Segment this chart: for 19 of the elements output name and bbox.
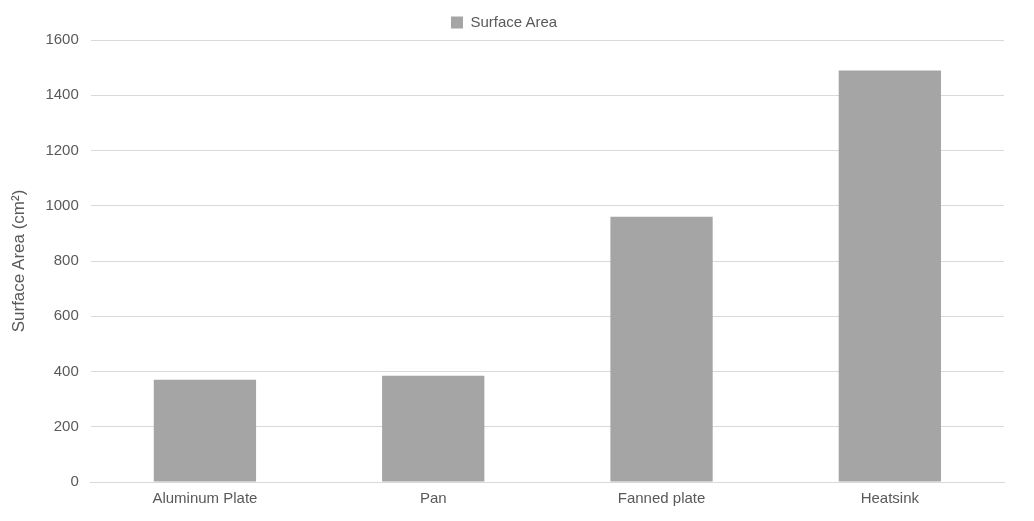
- x-tick-label: Pan: [419, 489, 447, 507]
- x-tick-label: Fanned plate: [617, 489, 706, 507]
- y-tick-label: 0: [70, 472, 79, 490]
- bar: [610, 216, 713, 482]
- bar: [382, 375, 485, 482]
- bar: [838, 70, 941, 482]
- y-tick-label: 600: [53, 306, 79, 324]
- y-axis-title: Surface Area (cm²): [8, 189, 28, 333]
- y-tick-label: 400: [53, 361, 79, 379]
- x-tick-label: Heatsink: [860, 489, 920, 507]
- bar: [153, 379, 257, 482]
- y-tick-label: 1400: [45, 85, 79, 103]
- y-tick-label: 200: [53, 416, 79, 434]
- y-tick-label: 1000: [45, 195, 79, 213]
- y-tick-label: 800: [53, 251, 79, 269]
- x-tick-label: Aluminum Plate: [152, 489, 258, 507]
- y-tick-label: 1200: [45, 140, 79, 158]
- legend-label: Surface Area: [470, 12, 558, 30]
- y-tick-label: 1600: [45, 30, 79, 48]
